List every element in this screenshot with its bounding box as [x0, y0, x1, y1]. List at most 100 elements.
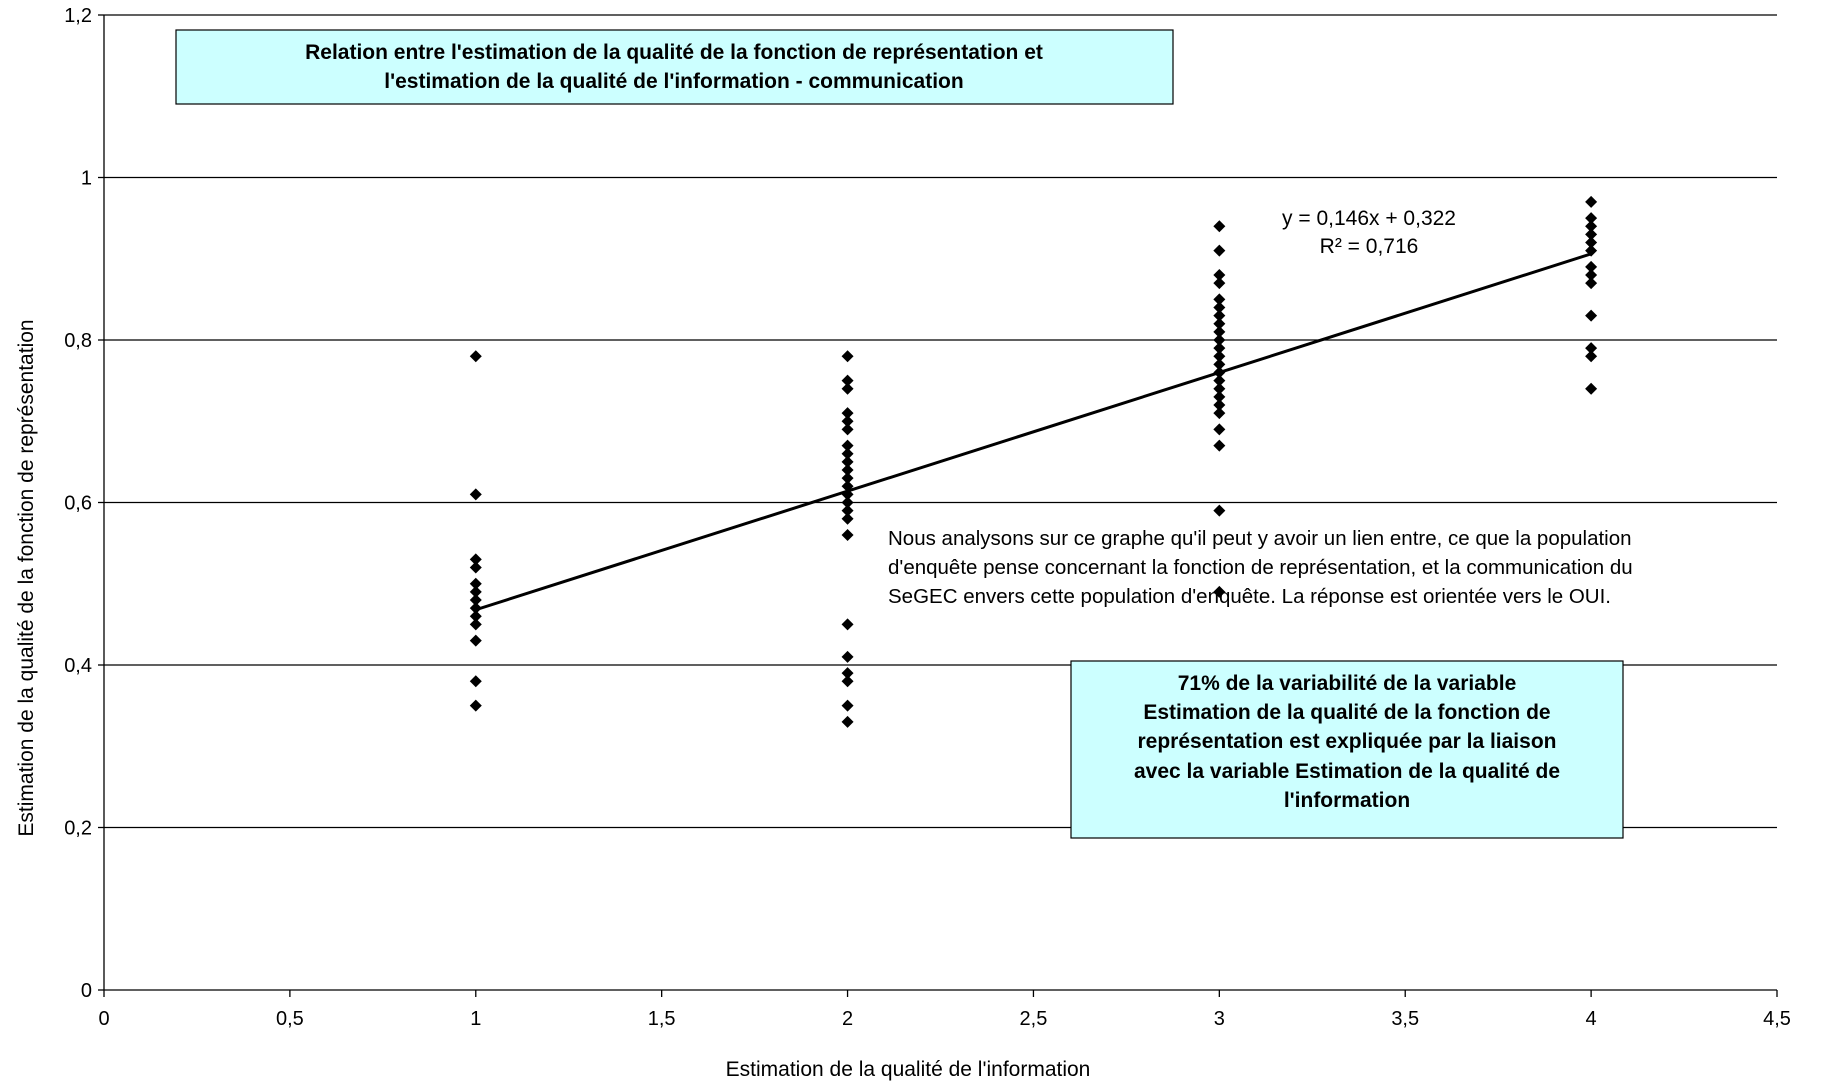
data-point: [841, 667, 854, 680]
trendline-r2: R² = 0,716: [1320, 235, 1419, 258]
data-point: [841, 423, 854, 436]
y-tick-label: 0,4: [64, 655, 92, 677]
variability-line-1: 71% de la variabilité de la variable: [1178, 672, 1517, 695]
variability-line-4: avec la variable Estimation de la qualit…: [1134, 760, 1560, 783]
title-box: Relation entre l'estimation de la qualit…: [175, 29, 1174, 105]
data-point: [469, 602, 482, 615]
data-point: [1213, 504, 1226, 517]
data-point: [1213, 269, 1226, 281]
data-point: [1213, 382, 1226, 395]
data-point: [1213, 244, 1226, 257]
data-point: [1213, 334, 1226, 346]
data-point: [1213, 585, 1226, 598]
data-point: [1585, 309, 1598, 322]
data-point: [841, 464, 854, 476]
data-point: [841, 439, 854, 452]
y-tick-label: 0,6: [64, 493, 92, 515]
data-point: [841, 496, 854, 509]
data-point: [1585, 212, 1598, 225]
data-point: [1585, 244, 1598, 257]
data-point: [1585, 260, 1598, 273]
axes: 0 0,2 0,4 0,6 0,8 1 1,2 0 0,5 1 1,5 2 2,5 3 3,5 4 4,5: [64, 5, 1791, 1030]
data-point: [1213, 277, 1226, 290]
data-point: [841, 512, 854, 525]
data-point: [1213, 309, 1226, 322]
trendline: [475, 252, 1592, 612]
variability-line-2: Estimation de la qualité de la fonction …: [1143, 701, 1550, 724]
variability-line-5: l'information: [1284, 789, 1410, 812]
annotation-text: Nous analysons sur ce graphe qu'il peut …: [888, 527, 1633, 608]
data-point: [1213, 358, 1226, 371]
x-tick-label: 2,5: [1020, 1008, 1048, 1030]
x-tick-label: 3,5: [1391, 1008, 1419, 1030]
y-axis-title: Estimation de la qualité de la fonction …: [15, 319, 38, 836]
data-point: [469, 553, 482, 566]
variability-line-3: représentation est expliquée par la liai…: [1138, 730, 1557, 753]
x-axis-title: Estimation de la qualité de l'informatio…: [726, 1058, 1091, 1081]
data-point: [469, 594, 482, 606]
x-tick-label: 4: [1586, 1008, 1597, 1030]
data-point: [841, 650, 854, 663]
data-point: [841, 715, 854, 728]
y-tick-label: 1,2: [64, 5, 92, 27]
data-point: [841, 504, 854, 517]
data-point: [469, 618, 482, 631]
data-point: [1213, 374, 1226, 387]
data-point: [1213, 366, 1226, 379]
data-point: [1585, 195, 1598, 208]
data-point: [841, 480, 854, 493]
data-point: [1585, 342, 1598, 355]
data-point: [841, 618, 854, 631]
data-point: [1585, 269, 1598, 281]
data-point: [469, 488, 482, 501]
data-point: [1213, 220, 1226, 233]
data-point: [841, 529, 854, 541]
data-point: [469, 577, 482, 590]
data-point: [469, 675, 482, 688]
data-point: [1213, 350, 1226, 363]
data-point: [1213, 439, 1226, 452]
data-point: [1213, 423, 1226, 436]
data-point: [1213, 301, 1226, 314]
x-tick-label: 3: [1214, 1008, 1225, 1030]
data-point: [841, 675, 854, 688]
data-point: [841, 699, 854, 712]
data-point: [469, 610, 482, 623]
data-point: [1213, 390, 1226, 403]
data-point: [1213, 399, 1226, 411]
data-point: [469, 699, 482, 712]
variability-box: 71% de la variabilité de la variable Est…: [1070, 660, 1624, 839]
data-point: [841, 415, 854, 428]
x-tick-label: 2: [842, 1008, 853, 1030]
data-point: [1213, 293, 1226, 306]
data-point: [1585, 382, 1598, 395]
annotation-line-2: d'enquête pense concernant la fonction d…: [888, 556, 1633, 579]
data-point: [1585, 277, 1598, 290]
data-point: [841, 374, 854, 387]
data-point: [1213, 317, 1226, 330]
data-point: [841, 488, 854, 501]
x-tick-label: 4,5: [1763, 1008, 1791, 1030]
data-point: [1213, 407, 1226, 420]
y-tick-label: 1: [81, 168, 92, 190]
data-point: [841, 350, 854, 363]
variability-box-background: [1070, 660, 1624, 839]
x-tick-label: 1: [470, 1008, 481, 1030]
y-tick-label: 0,8: [64, 330, 92, 352]
data-point: [469, 585, 482, 598]
trendline-equation: y = 0,146x + 0,322: [1282, 207, 1456, 230]
data-point: [841, 447, 854, 460]
x-tick-label: 0,5: [276, 1008, 304, 1030]
y-tick-label: 0,2: [64, 818, 92, 840]
annotation-line-1: Nous analysons sur ce graphe qu'il peut …: [888, 527, 1632, 550]
data-point: [1213, 342, 1226, 355]
data-point: [469, 561, 482, 574]
title-box-background: [175, 29, 1174, 105]
data-point: [841, 382, 854, 395]
data-point: [1585, 220, 1598, 233]
data-point: [841, 472, 854, 485]
data-point: [1585, 228, 1598, 241]
trendline-group: [475, 252, 1592, 612]
